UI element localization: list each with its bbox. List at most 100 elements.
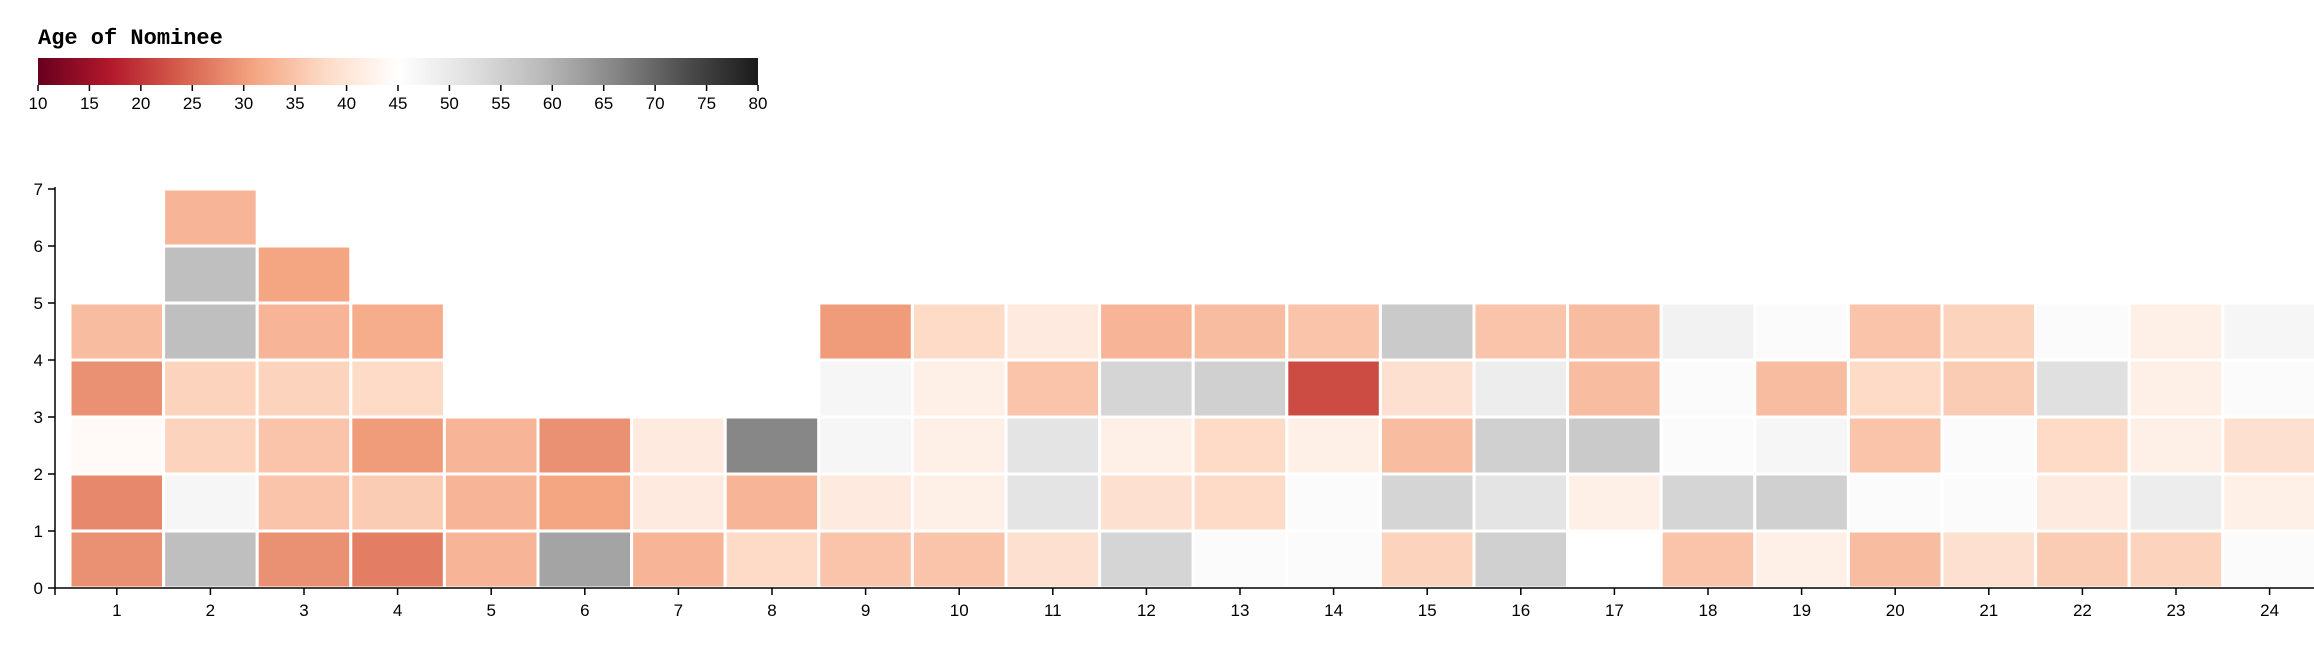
legend-tick-label: 55	[491, 94, 510, 113]
legend-tick-label: 10	[29, 94, 48, 113]
heatmap-cell	[1940, 472, 2038, 533]
heatmap-cell	[2034, 301, 2131, 362]
legend-tick-label: 45	[389, 94, 408, 113]
x-tick-label: 10	[950, 601, 969, 620]
legend-tick-label: 60	[543, 94, 562, 113]
heatmap-cell	[1940, 529, 2038, 590]
y-axis: 0 1 2 3 4 5 6 7	[34, 180, 56, 598]
y-tick-label: 4	[34, 351, 43, 370]
y-tick-label: 0	[34, 579, 43, 598]
legend-tick-label: 40	[337, 94, 356, 113]
heatmap-cell	[1191, 529, 1289, 590]
heatmap-cell	[162, 244, 259, 305]
legend-tick-label: 75	[697, 94, 716, 113]
heatmap-cell	[723, 529, 821, 590]
heatmap-cell	[1004, 358, 1102, 419]
heatmap-cell	[1472, 472, 1570, 533]
heatmap-cell	[68, 529, 166, 590]
color-legend: Age of Nominee 10 15 20 25 30 35 40 45 50 55 60 65 7…	[29, 26, 768, 113]
heatmap-cell	[1753, 358, 1850, 419]
heatmap-cells	[68, 187, 2314, 590]
heatmap-cell	[2127, 472, 2225, 533]
heatmap-cell	[2034, 358, 2131, 419]
heatmap-cell	[162, 358, 259, 419]
heatmap-cell	[2034, 472, 2131, 533]
legend-tick-label: 80	[749, 94, 768, 113]
heatmap-cell	[1098, 472, 1195, 533]
heatmap-cell	[1004, 301, 1102, 362]
x-tick-label: 4	[393, 601, 402, 620]
heatmap-cell	[2127, 358, 2225, 419]
heatmap-cell	[1191, 472, 1289, 533]
heatmap-cell	[1472, 415, 1570, 476]
y-tick-label: 6	[34, 237, 43, 256]
heatmap-cell	[536, 415, 634, 476]
x-tick-label: 18	[1699, 601, 1718, 620]
heatmap-cell	[817, 358, 914, 419]
heatmap-cell	[1191, 358, 1289, 419]
y-tick-label: 7	[34, 180, 43, 199]
heatmap-cell	[2221, 358, 2314, 419]
heatmap-cell	[1846, 358, 1944, 419]
heatmap-cell	[68, 472, 166, 533]
x-tick-label: 23	[2167, 601, 2186, 620]
legend-tick-label: 15	[80, 94, 99, 113]
heatmap-cell	[1472, 529, 1570, 590]
heatmap-cell	[1753, 301, 1850, 362]
heatmap-cell	[1191, 301, 1289, 362]
heatmap-cell	[162, 301, 259, 362]
heatmap-cell	[1098, 358, 1195, 419]
heatmap-cell	[162, 529, 259, 590]
heatmap-cell	[1378, 415, 1476, 476]
x-tick-label: 16	[1511, 601, 1530, 620]
heatmap-cell	[2221, 472, 2314, 533]
x-tick-label: 22	[2073, 601, 2092, 620]
heatmap-cell	[2034, 529, 2131, 590]
legend-tick-label: 20	[131, 94, 150, 113]
heatmap-cell	[162, 472, 259, 533]
legend-tick-label: 65	[594, 94, 613, 113]
heatmap-cell	[723, 415, 821, 476]
heatmap-cell	[1566, 415, 1663, 476]
heatmap-cell	[2127, 415, 2225, 476]
heatmap-cell	[1098, 415, 1195, 476]
x-tick-label: 3	[299, 601, 308, 620]
x-tick-label: 19	[1792, 601, 1811, 620]
heatmap-cell	[1004, 415, 1102, 476]
x-tick-label: 8	[767, 601, 776, 620]
heatmap-cell	[1566, 472, 1663, 533]
heatmap-cell	[255, 415, 353, 476]
heatmap-cell	[1378, 358, 1476, 419]
heatmap-cell	[255, 529, 353, 590]
heatmap-cell	[910, 472, 1008, 533]
heatmap-cell	[255, 301, 353, 362]
heatmap-cell	[1004, 472, 1102, 533]
x-tick-label: 21	[1979, 601, 1998, 620]
heatmap-cell	[1285, 301, 1382, 362]
heatmap-cell	[1472, 301, 1570, 362]
heatmap-cell	[630, 472, 727, 533]
heatmap-cell	[255, 472, 353, 533]
heatmap-cell	[349, 472, 446, 533]
heatmap-cell	[1285, 529, 1382, 590]
heatmap-cell	[910, 529, 1008, 590]
x-tick-label: 24	[2260, 601, 2279, 620]
heatmap-cell	[1846, 472, 1944, 533]
heatmap-cell	[910, 358, 1008, 419]
heatmap-cell	[68, 358, 166, 419]
heatmap-cell	[1566, 529, 1663, 590]
heatmap-cell	[1940, 301, 2038, 362]
legend-tick-label: 35	[286, 94, 305, 113]
heatmap-cell	[1940, 415, 2038, 476]
x-tick-label: 17	[1605, 601, 1624, 620]
heatmap-cell	[1378, 472, 1476, 533]
heatmap-cell	[1659, 301, 1757, 362]
heatmap-cell	[817, 472, 914, 533]
heatmap-cell	[2127, 301, 2225, 362]
x-tick-label: 5	[486, 601, 495, 620]
heatmap-cell	[442, 415, 540, 476]
heatmap-cell	[1098, 301, 1195, 362]
heatmap-cell	[1285, 415, 1382, 476]
heatmap-cell	[817, 415, 914, 476]
